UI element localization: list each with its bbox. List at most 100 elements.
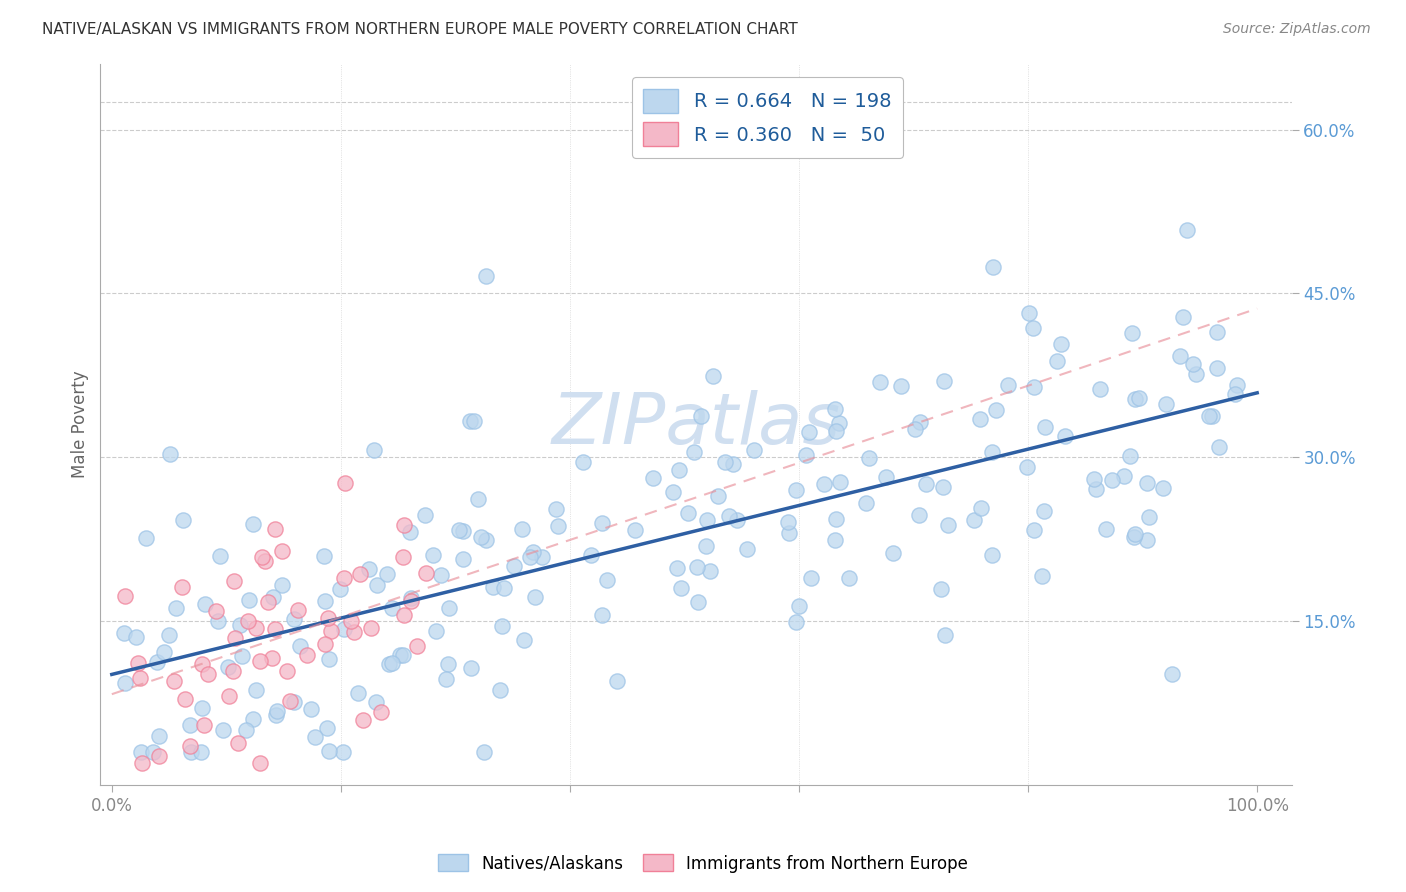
- Point: [606, 674, 628, 689]
- Point: [207, 615, 229, 629]
- Point: [936, 517, 959, 532]
- Point: [676, 506, 699, 520]
- Point: [1094, 522, 1116, 536]
- Point: [295, 648, 318, 663]
- Point: [1046, 354, 1069, 368]
- Point: [858, 451, 880, 466]
- Point: [283, 695, 305, 709]
- Point: [591, 607, 613, 622]
- Point: [875, 470, 897, 484]
- Point: [129, 745, 152, 759]
- Point: [1118, 450, 1140, 464]
- Point: [148, 729, 170, 743]
- Point: [1226, 378, 1249, 392]
- Point: [436, 657, 458, 671]
- Point: [381, 657, 404, 671]
- Point: [170, 580, 193, 594]
- Point: [491, 619, 513, 633]
- Point: [623, 523, 645, 537]
- Point: [316, 611, 339, 625]
- Point: [1031, 568, 1053, 582]
- Y-axis label: Male Poverty: Male Poverty: [72, 370, 89, 478]
- Point: [173, 691, 195, 706]
- Point: [796, 448, 818, 462]
- Point: [163, 673, 186, 688]
- Point: [869, 376, 891, 390]
- Point: [1168, 349, 1191, 363]
- Point: [208, 549, 231, 564]
- Point: [523, 590, 546, 604]
- Point: [1022, 523, 1045, 537]
- Point: [316, 721, 339, 735]
- Point: [969, 411, 991, 425]
- Point: [981, 260, 1004, 274]
- Point: [245, 683, 267, 698]
- Point: [481, 580, 503, 594]
- Point: [264, 622, 287, 636]
- Point: [434, 672, 457, 686]
- Point: [1206, 360, 1229, 375]
- Point: [824, 512, 846, 526]
- Point: [641, 470, 664, 484]
- Point: [253, 554, 276, 568]
- Point: [721, 457, 744, 471]
- Point: [458, 414, 481, 428]
- Point: [855, 496, 877, 510]
- Point: [838, 570, 860, 584]
- Point: [787, 599, 810, 613]
- Point: [475, 533, 498, 547]
- Point: [180, 745, 202, 759]
- Point: [191, 700, 214, 714]
- Point: [510, 522, 533, 536]
- Point: [890, 379, 912, 393]
- Point: [399, 591, 422, 605]
- Point: [1022, 321, 1045, 335]
- Point: [179, 717, 201, 731]
- Point: [1085, 482, 1108, 496]
- Point: [249, 756, 271, 770]
- Point: [422, 548, 444, 562]
- Point: [785, 483, 807, 498]
- Point: [429, 568, 451, 582]
- Point: [824, 402, 846, 417]
- Legend: Natives/Alaskans, Immigrants from Northern Europe: Natives/Alaskans, Immigrants from Northe…: [432, 847, 974, 880]
- Point: [727, 513, 749, 527]
- Point: [392, 608, 415, 623]
- Point: [828, 416, 851, 430]
- Point: [329, 582, 352, 596]
- Point: [776, 515, 799, 529]
- Point: [1088, 383, 1111, 397]
- Point: [778, 525, 800, 540]
- Point: [238, 592, 260, 607]
- Point: [934, 628, 956, 642]
- Point: [1017, 460, 1039, 475]
- Point: [287, 603, 309, 617]
- Point: [475, 269, 498, 284]
- Point: [231, 649, 253, 664]
- Point: [800, 571, 823, 585]
- Point: [797, 425, 820, 440]
- Point: [1121, 326, 1143, 341]
- Point: [172, 513, 194, 527]
- Point: [262, 650, 284, 665]
- Point: [352, 713, 374, 727]
- Point: [375, 566, 398, 581]
- Point: [963, 513, 986, 527]
- Point: [437, 601, 460, 615]
- Point: [1122, 530, 1144, 544]
- Point: [742, 442, 765, 457]
- Point: [226, 737, 249, 751]
- Point: [572, 455, 595, 469]
- Point: [179, 739, 201, 754]
- Point: [785, 615, 807, 630]
- Point: [125, 630, 148, 644]
- Point: [405, 639, 427, 653]
- Point: [1053, 429, 1076, 443]
- Point: [1101, 473, 1123, 487]
- Point: [451, 524, 474, 538]
- Point: [114, 675, 136, 690]
- Point: [159, 446, 181, 460]
- Point: [399, 593, 422, 607]
- Point: [263, 591, 285, 605]
- Point: [318, 744, 340, 758]
